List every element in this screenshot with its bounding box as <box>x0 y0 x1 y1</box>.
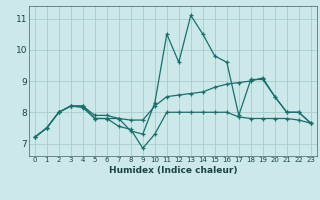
X-axis label: Humidex (Indice chaleur): Humidex (Indice chaleur) <box>108 166 237 175</box>
